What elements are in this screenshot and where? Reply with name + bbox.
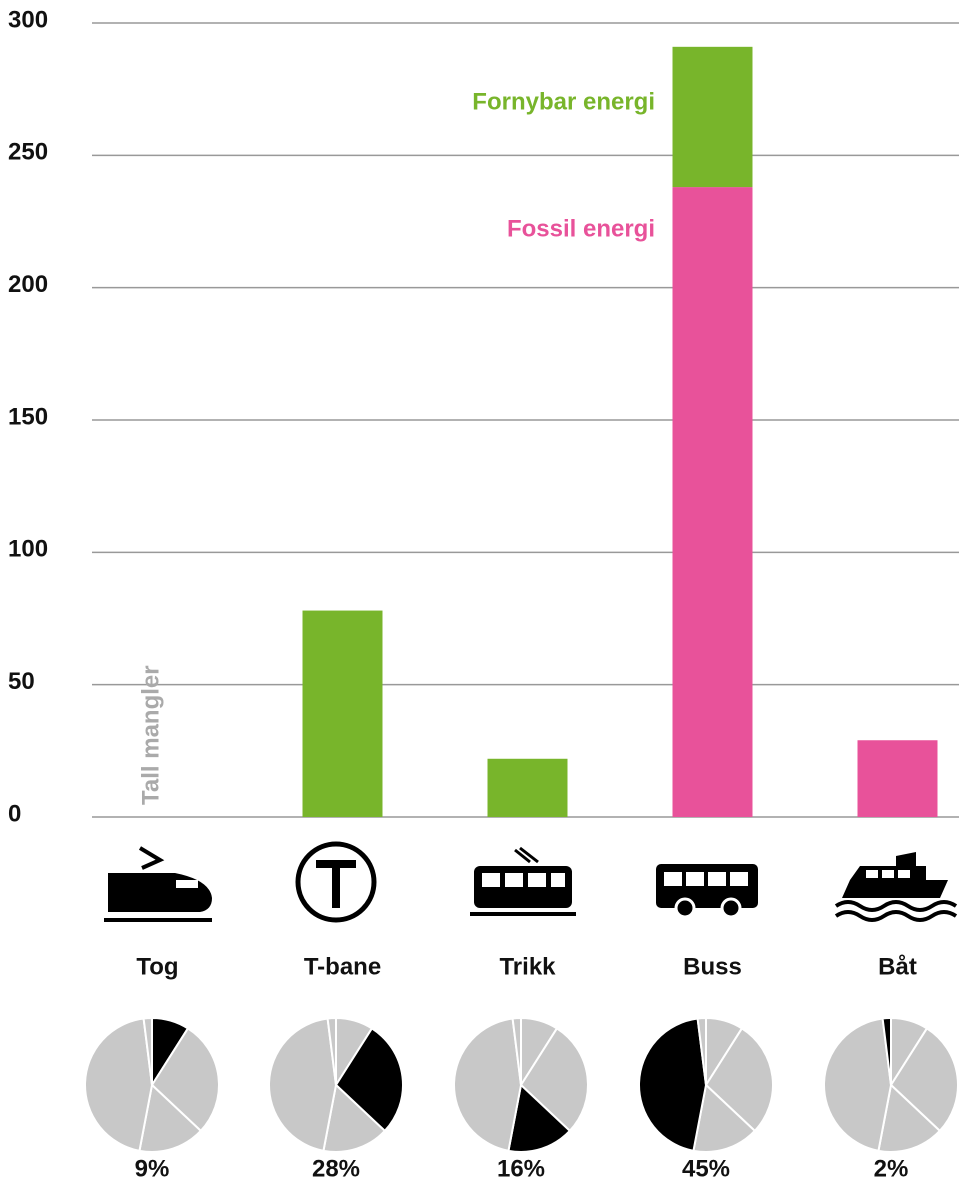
tram-icon xyxy=(470,846,576,916)
pie-label: 2% xyxy=(874,1155,909,1182)
pie-slice xyxy=(453,1017,523,1152)
tbane-icon xyxy=(295,841,377,923)
annotation: Tall mangler xyxy=(137,665,164,805)
bar-segment xyxy=(302,610,383,817)
pie-slice xyxy=(696,1016,707,1086)
y-tick-label: 150 xyxy=(8,403,48,430)
series-label: Fornybar energi xyxy=(472,88,655,115)
pie-label: 45% xyxy=(682,1155,730,1182)
pie-slice xyxy=(881,1016,892,1086)
y-tick-label: 0 xyxy=(8,800,21,827)
bar-segment xyxy=(487,758,568,817)
bar-segment xyxy=(672,187,753,818)
pie-slice xyxy=(704,1027,774,1133)
pie-label: 16% xyxy=(497,1155,545,1182)
pie-slice xyxy=(142,1016,153,1086)
y-tick-label: 50 xyxy=(8,668,35,695)
pie-slice xyxy=(150,1027,220,1133)
pie-slice xyxy=(334,1027,404,1133)
pie-slice xyxy=(823,1017,893,1152)
series-label: Fossil energi xyxy=(507,215,655,242)
pie-slice xyxy=(326,1016,337,1086)
x-tick-label: T-bane xyxy=(304,953,381,980)
y-tick-label: 200 xyxy=(8,271,48,298)
train-icon xyxy=(104,846,212,922)
pie-slice xyxy=(138,1083,203,1153)
y-tick-label: 100 xyxy=(8,536,48,563)
bar-segment xyxy=(857,740,938,817)
y-tick-label: 300 xyxy=(8,6,48,33)
x-tick-label: Båt xyxy=(878,953,917,980)
x-tick-label: Tog xyxy=(136,953,178,980)
pie-slice xyxy=(84,1017,154,1152)
x-tick-label: Buss xyxy=(683,953,742,980)
icons xyxy=(104,841,958,923)
pie-slice xyxy=(507,1083,572,1153)
pie-slice xyxy=(322,1083,387,1153)
pie-slice xyxy=(511,1016,522,1086)
pie-slice xyxy=(877,1083,942,1153)
pie-slice xyxy=(638,1017,708,1152)
pie-slice xyxy=(519,1027,589,1133)
pie-label: 28% xyxy=(312,1155,360,1182)
bar-segment xyxy=(672,46,753,188)
pie-slice xyxy=(268,1017,338,1152)
bus-icon xyxy=(656,864,758,919)
pie-label: 9% xyxy=(135,1155,170,1182)
pie-slice xyxy=(692,1083,757,1153)
y-tick-label: 250 xyxy=(8,139,48,166)
x-tick-label: Trikk xyxy=(499,953,556,980)
boat-icon xyxy=(834,852,958,922)
pie-slice xyxy=(889,1027,959,1133)
